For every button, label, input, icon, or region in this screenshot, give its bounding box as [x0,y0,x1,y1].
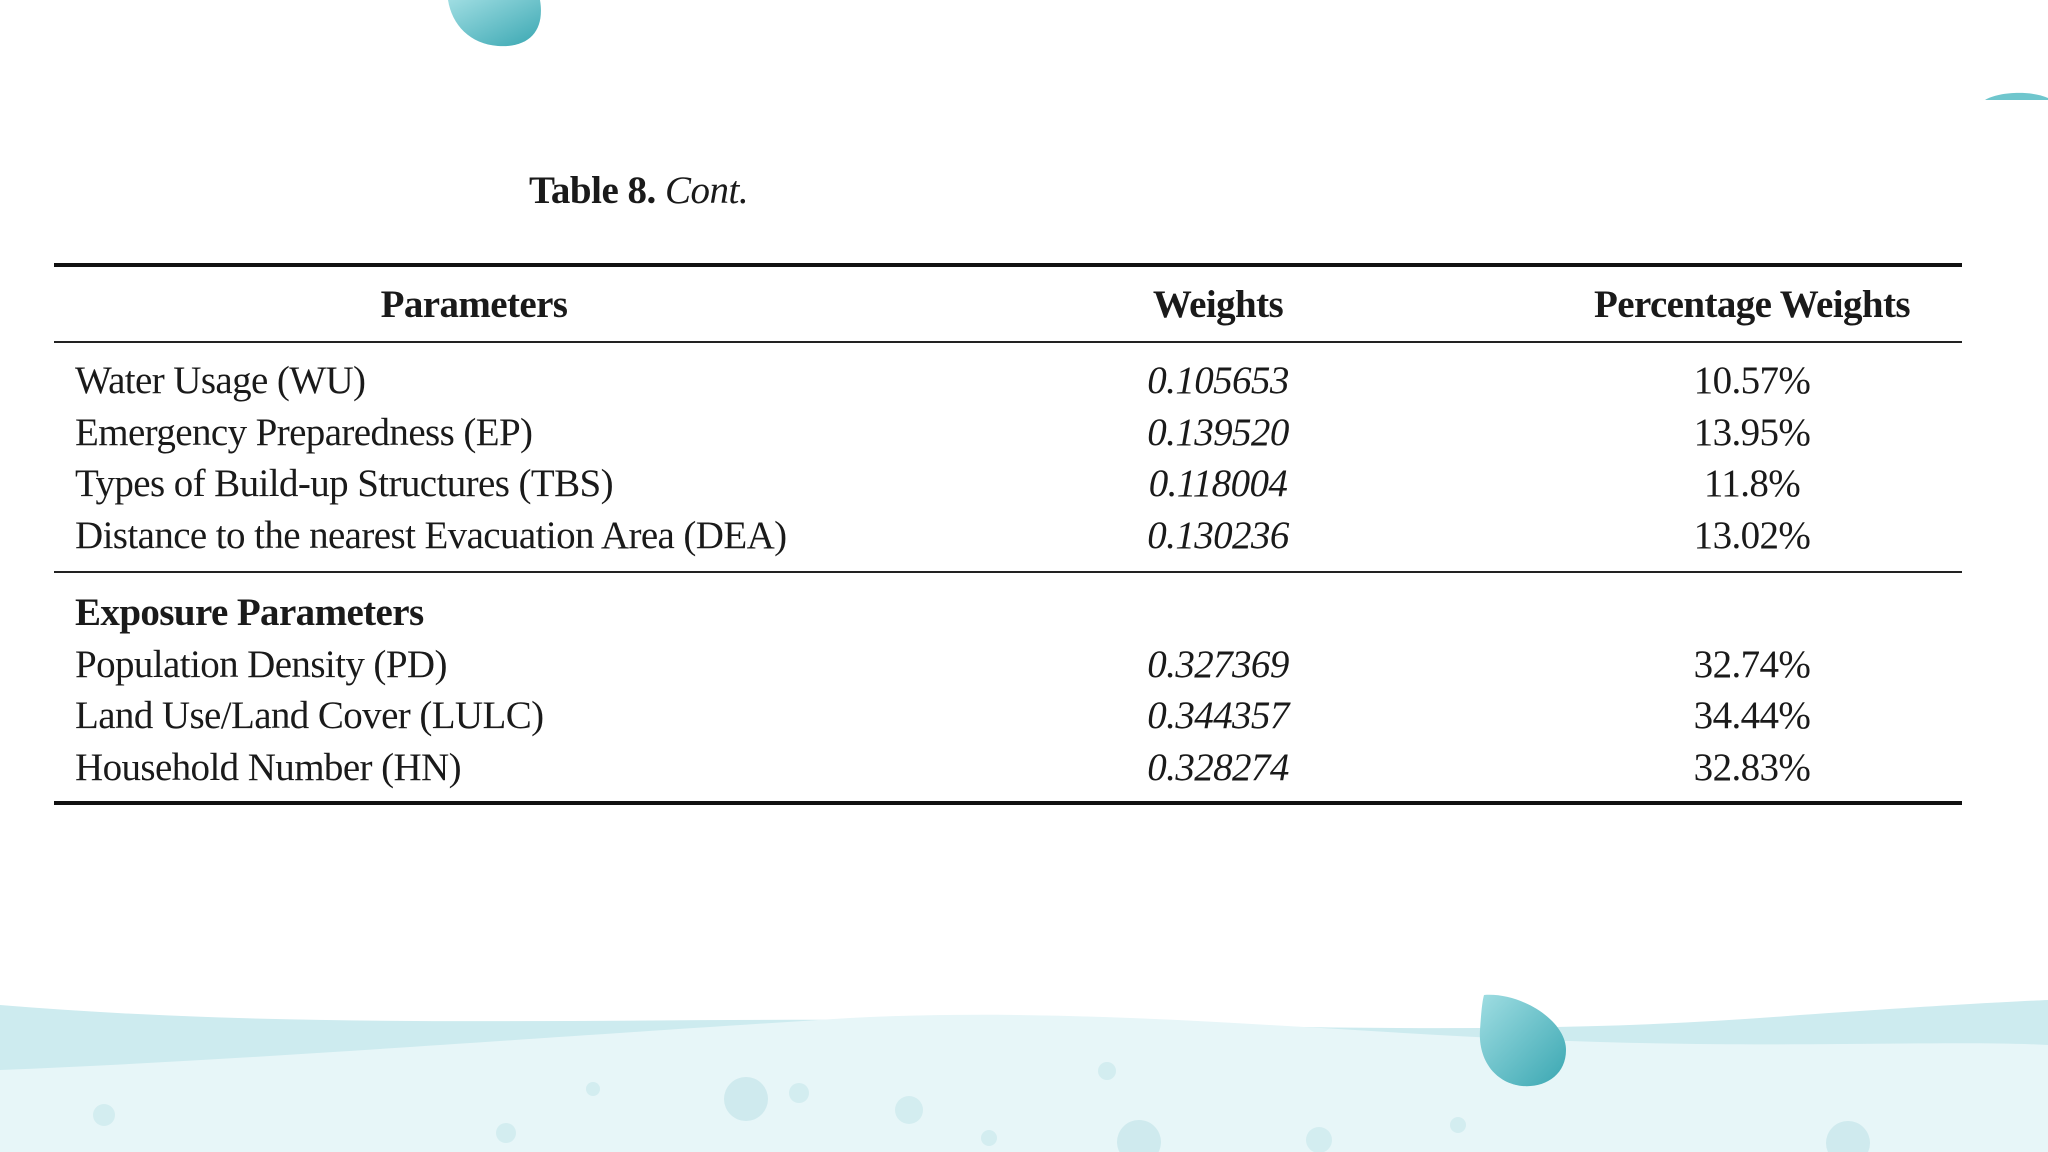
weight-cell: 0.130236 [1147,513,1289,557]
lower-table-body: Exposure Parameters Population Density (… [54,572,1962,803]
table-row: Distance to the nearest Evacuation Area … [54,510,1962,573]
weights-table-container: Parameters Weights Percentage Weights Wa… [54,263,1962,805]
weight-cell: 0.328274 [1147,745,1289,789]
parameter-cell: Types of Build-up Structures (TBS) [75,462,614,506]
top-droplet-icon [448,0,541,47]
bottom-droplet-icon [1479,994,1566,1087]
weight-cell: 0.139520 [1147,410,1289,454]
weight-cell: 0.344357 [1147,694,1289,738]
table-row: Emergency Preparedness (EP) 0.139520 13.… [54,407,1962,459]
percentage-cell: 13.02% [1693,513,1811,557]
table-row: Types of Build-up Structures (TBS) 0.118… [54,458,1962,510]
bubble [1306,1127,1332,1152]
percentage-cell: 13.95% [1693,410,1811,454]
weight-cell: 0.105653 [1147,359,1289,403]
bubble [1826,1121,1870,1152]
parameter-cell: Land Use/Land Cover (LULC) [75,694,544,738]
percentage-cell: 10.57% [1693,359,1811,403]
weights-table: Parameters Weights Percentage Weights Wa… [54,263,1962,805]
percentage-cell: 11.8% [1703,462,1801,506]
table-row: Water Usage (WU) 0.105653 10.57% [54,342,1962,407]
table-row: Population Density (PD) 0.327369 32.74% [54,639,1962,691]
caption-continuation: Cont. [665,169,749,212]
percentage-cell: 32.74% [1693,642,1811,686]
parameter-cell: Water Usage (WU) [75,359,366,403]
parameter-cell: Population Density (PD) [75,642,447,686]
bubble [496,1123,516,1143]
percentage-cell: 32.83% [1693,745,1811,789]
header-weights: Weights [1152,282,1284,326]
percentage-cell: 34.44% [1693,694,1811,738]
bubble [1117,1120,1161,1152]
section-title: Exposure Parameters [75,591,424,635]
table-row: Land Use/Land Cover (LULC) 0.344357 34.4… [54,690,1962,742]
bubble [93,1104,115,1126]
empty-cell [1542,572,1962,639]
upper-table-body: Water Usage (WU) 0.105653 10.57% Emergen… [54,342,1962,572]
bubble [789,1083,809,1103]
header-percentage-weights: Percentage Weights [1594,282,1911,326]
caption-label: Table 8. [529,169,656,212]
empty-cell [894,572,1542,639]
bubble [586,1082,600,1096]
parameter-cell: Emergency Preparedness (EP) [75,410,533,454]
bubble [981,1130,997,1146]
bubble [1098,1062,1116,1080]
table-caption: Table 8. Cont. [529,168,749,213]
section-header-row: Exposure Parameters [54,572,1962,639]
header-parameters: Parameters [380,282,568,326]
table-row: Household Number (HN) 0.328274 32.83% [54,742,1962,803]
bubble [895,1096,923,1124]
bubble [724,1077,768,1121]
parameter-cell: Household Number (HN) [75,745,462,789]
corner-drop-icon [1985,92,2048,100]
weight-cell: 0.327369 [1147,642,1289,686]
weight-cell: 0.118004 [1148,462,1288,506]
parameter-cell: Distance to the nearest Evacuation Area … [75,513,787,557]
table-header-row: Parameters Weights Percentage Weights [54,265,1962,342]
bubble [1450,1117,1466,1133]
